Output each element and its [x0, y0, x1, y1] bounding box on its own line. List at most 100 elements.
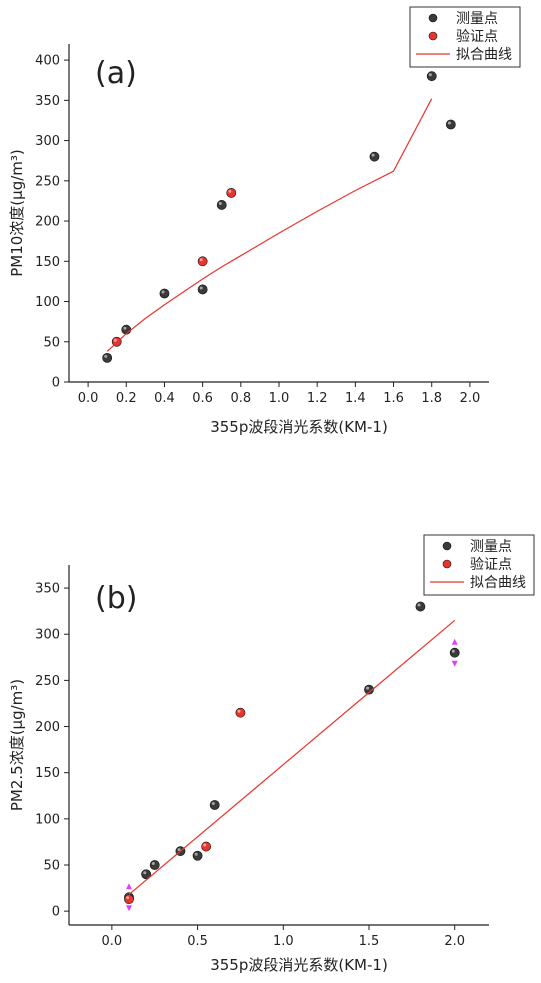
measurement-point-highlight	[218, 201, 222, 205]
down-arrow-marker	[126, 905, 132, 912]
measurement-point-highlight	[143, 871, 147, 875]
measurement-point	[216, 200, 227, 210]
x-tick-label: 0.5	[187, 934, 208, 949]
measurement-point	[121, 324, 132, 335]
measurement-point	[449, 647, 460, 658]
x-tick-label: 1.0	[269, 391, 290, 406]
y-tick-label: 200	[35, 215, 60, 230]
measurement-point-highlight	[177, 848, 181, 852]
up-arrow-marker	[126, 883, 132, 890]
y-tick-label: 150	[35, 255, 60, 270]
measurement-point	[197, 284, 208, 295]
measurement-point	[415, 601, 426, 612]
validation-point-highlight	[113, 338, 117, 342]
validation-point	[197, 256, 208, 267]
measurement-point	[159, 288, 170, 299]
x-tick-label: 2.0	[444, 934, 465, 949]
legend-box	[409, 6, 521, 68]
measurement-point	[209, 800, 220, 810]
y-tick-label: 200	[35, 720, 60, 735]
x-tick-label: 1.0	[273, 934, 294, 949]
y-tick-label: 350	[35, 582, 60, 597]
legend-marker-swatch	[442, 559, 452, 569]
chart-panel-b: 0.0 0.5 1.0 1.5 2.0 0 50 100 150 200 250 300 350 355p…	[8, 534, 535, 974]
validation-point-highlight	[203, 843, 207, 847]
chart-panel-a: 0.0 0.2 0.4 0.6 0.8 1.0 1.2 1.4 1.6 1.8 2.0 0 50 100 1…	[8, 6, 521, 436]
y-tick-label: 0	[52, 905, 60, 920]
y-tick-label: 300	[35, 134, 60, 149]
measurement-point-highlight	[428, 73, 432, 77]
measurement-point-highlight	[199, 286, 203, 290]
measurement-point-highlight	[451, 649, 455, 653]
legend-marker-swatch	[442, 541, 452, 551]
measurement-point-highlight	[417, 603, 421, 607]
up-arrow-marker	[451, 638, 458, 645]
fit-curve-line	[128, 619, 456, 895]
y-tick-label: 50	[43, 859, 60, 874]
y-tick-label: 250	[35, 674, 60, 689]
x-tick-label: 1.8	[421, 391, 442, 406]
down-arrow-marker	[451, 660, 458, 667]
validation-point-highlight	[228, 189, 232, 193]
measurement-point-highlight	[211, 802, 215, 805]
legend-label: 验证点	[470, 557, 512, 573]
validation-point-highlight	[199, 258, 203, 262]
measurement-point	[445, 119, 456, 130]
x-tick-label: 1.2	[307, 391, 328, 406]
measurement-point	[149, 860, 160, 870]
measurement-point	[426, 71, 437, 82]
panel-label: (a)	[95, 56, 137, 91]
legend-marker-swatch	[428, 13, 438, 23]
measurement-point-highlight	[371, 153, 375, 157]
x-axis-title: 355p波段消光系数(KM-1)	[210, 418, 388, 436]
x-tick-label: 1.4	[345, 391, 366, 406]
legend-label: 拟合曲线	[456, 47, 512, 63]
measurement-point	[369, 151, 380, 162]
measurement-point-highlight	[161, 290, 165, 294]
measurement-point-highlight	[194, 852, 198, 856]
x-tick-label: 0.4	[154, 391, 175, 406]
legend-label: 验证点	[456, 29, 498, 45]
validation-point	[235, 707, 246, 718]
legend-label: 拟合曲线	[470, 575, 526, 591]
y-tick-label: 400	[35, 54, 60, 69]
y-tick-label: 0	[52, 376, 60, 391]
x-tick-label: 0.8	[230, 391, 251, 406]
legend-box	[423, 534, 535, 596]
measurement-point-highlight	[104, 354, 108, 358]
legend-label: 测量点	[470, 539, 512, 555]
measurement-point-highlight	[447, 121, 451, 125]
measurement-point	[102, 352, 113, 363]
y-tick-label: 100	[35, 812, 60, 827]
measurement-point-highlight	[123, 326, 127, 330]
legend-marker-swatch	[428, 31, 438, 41]
validation-point	[124, 894, 134, 905]
x-tick-label: 0.6	[192, 391, 213, 406]
fit-curve-line	[106, 98, 433, 352]
validation-point-highlight	[126, 896, 130, 900]
y-tick-label: 350	[35, 94, 60, 109]
x-tick-label: 1.6	[383, 391, 404, 406]
measurement-point-highlight	[366, 686, 370, 690]
panel-label: (b)	[95, 581, 137, 616]
y-axis-title: PM2.5浓度(μg/m³)	[8, 679, 26, 811]
measurement-point-highlight	[151, 862, 155, 865]
validation-point-highlight	[237, 709, 241, 713]
y-tick-label: 250	[35, 174, 60, 189]
validation-point	[226, 187, 237, 198]
y-tick-label: 50	[43, 335, 60, 350]
y-tick-label: 150	[35, 766, 60, 781]
x-tick-label: 2.0	[460, 391, 481, 406]
y-axis-title: PM10浓度(μg/m³)	[8, 149, 26, 277]
x-tick-label: 0.0	[102, 934, 123, 949]
validation-point	[201, 841, 212, 852]
x-tick-label: 0.2	[116, 391, 137, 406]
legend-label: 测量点	[456, 11, 498, 27]
x-tick-label: 1.5	[359, 934, 380, 949]
x-axis-title: 355p波段消光系数(KM-1)	[210, 956, 388, 974]
measurement-point	[192, 850, 203, 861]
y-tick-label: 300	[35, 628, 60, 643]
